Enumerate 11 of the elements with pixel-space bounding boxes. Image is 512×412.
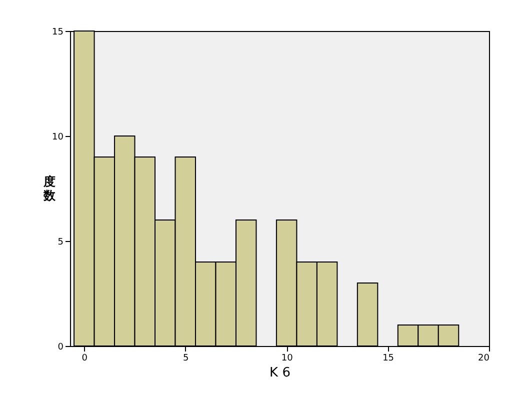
x-tick-label: 0: [82, 354, 88, 364]
y-tick-label: 5: [58, 238, 64, 248]
x-tick-label: 10: [281, 354, 294, 364]
x-tick-label: 15: [382, 354, 394, 364]
x-axis-title: K 6: [270, 366, 290, 380]
y-tick-label: 15: [52, 28, 64, 38]
x-tick-label: 20: [478, 354, 490, 364]
y-axis-title: 度数: [42, 174, 56, 202]
y-tick-label: 0: [58, 342, 64, 352]
x-tick-label: 5: [183, 354, 189, 364]
y-tick-label: 10: [52, 132, 64, 142]
